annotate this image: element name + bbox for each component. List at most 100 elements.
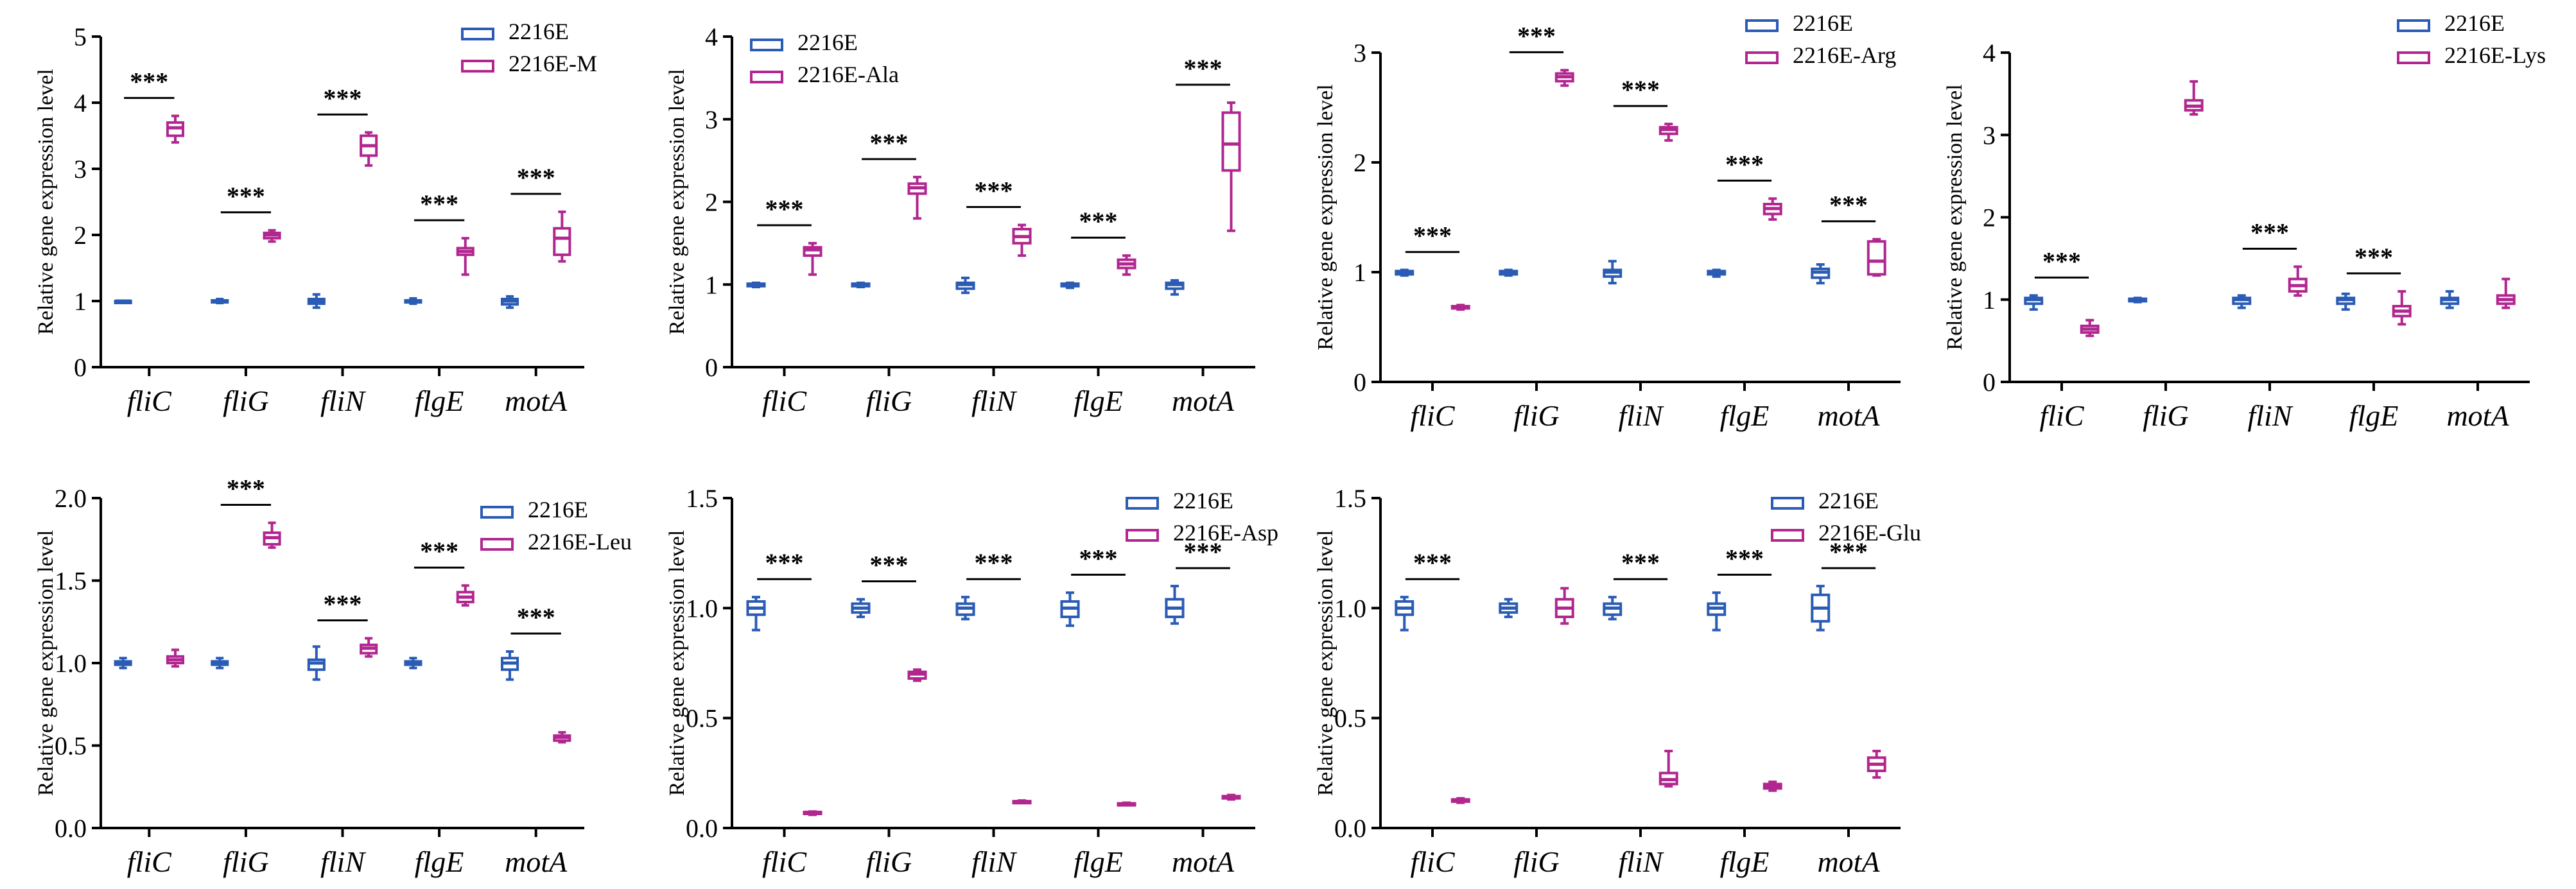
y-tick-label: 4 — [74, 89, 87, 117]
significance-label: *** — [1725, 544, 1764, 573]
x-tick-label: fliC — [762, 845, 807, 878]
legend-swatch — [461, 60, 494, 73]
box-2216E-Arg-motA — [1867, 237, 1886, 277]
legend-swatch — [1126, 529, 1159, 542]
box-2216E-Leu-fliG — [263, 521, 281, 549]
box-2216E-Arg-fliN — [1658, 123, 1678, 142]
box-2216E-M-fliC — [166, 114, 185, 144]
box-2216E-motA — [1811, 585, 1831, 632]
box-2216E-flgE — [1707, 268, 1727, 278]
y-tick-label: 1.0 — [55, 649, 87, 678]
box-2216E-M-fliG — [263, 229, 281, 243]
legend-label: 2216E — [1818, 488, 1879, 514]
box-2216E-Lys-flgE — [2392, 289, 2412, 326]
box-2216E-Ala-fliN — [1012, 223, 1032, 257]
legend-swatch — [1771, 529, 1804, 542]
y-axis-label: Relative gene expression level — [34, 530, 58, 796]
box-2216E-motA — [2440, 289, 2460, 309]
box-2216E-motA — [1165, 279, 1185, 296]
box-2216E-fliG — [2128, 297, 2148, 304]
y-tick-label: 1 — [74, 287, 87, 316]
y-tick-label: 0.5 — [686, 704, 718, 733]
significance-label: *** — [1184, 537, 1223, 566]
box-2216E-fliC — [114, 657, 132, 669]
box-2216E-fliN — [955, 596, 975, 621]
box-2216E-Lys-fliG — [2184, 80, 2204, 116]
x-tick-label: fliG — [1513, 845, 1560, 878]
y-tick-label: 0.0 — [55, 814, 87, 843]
box-2216E-Arg-fliG — [1554, 69, 1574, 87]
x-tick-label: flgE — [1074, 845, 1123, 878]
legend-swatch — [480, 506, 514, 519]
x-tick-label: fliG — [1513, 399, 1560, 432]
legend: 2216E 2216E-Asp — [1126, 488, 1278, 546]
x-tick-label: fliN — [1618, 399, 1664, 432]
box-2216E-fliC — [746, 281, 766, 289]
significance-label: *** — [975, 177, 1013, 205]
x-tick-label: fliC — [127, 384, 172, 417]
significance-label: *** — [420, 189, 458, 218]
significance-label: *** — [975, 548, 1013, 577]
legend-label: 2216E — [509, 19, 569, 44]
legend-swatch — [480, 538, 514, 551]
box-2216E-fliC — [746, 596, 766, 632]
panel-leu: 0.0 0.5 1.0 1.5 2.0 Relative gene expression … — [34, 474, 632, 878]
significance-label: *** — [1829, 537, 1868, 566]
legend-swatch — [1745, 51, 1779, 64]
significance-label: *** — [2042, 246, 2081, 275]
y-tick-label: 1.5 — [686, 484, 718, 513]
y-axis-label: Relative gene expression level — [665, 69, 689, 334]
legend-swatch — [2397, 51, 2430, 64]
significance-label: *** — [765, 194, 804, 223]
box-2216E-fliG — [211, 657, 229, 669]
box-2216E-fliG — [1499, 598, 1519, 619]
y-tick-label: 0 — [1983, 368, 1996, 397]
box-2216E-Glu-flgE — [1762, 781, 1782, 792]
box-2216E-fliG — [1499, 268, 1519, 277]
significance-label: *** — [765, 548, 804, 577]
box-2216E-Ala-motA — [1221, 101, 1241, 232]
y-tick-label: 2 — [74, 221, 87, 250]
box-body — [553, 227, 571, 256]
box-2216E-Leu-fliN — [360, 637, 378, 658]
x-tick-label: flgE — [1074, 384, 1123, 417]
y-tick-label: 1 — [705, 270, 718, 299]
y-tick-label: 3 — [705, 105, 718, 134]
legend-swatch — [461, 28, 494, 40]
box-2216E-motA — [1811, 263, 1831, 285]
y-tick-label: 0 — [705, 353, 718, 382]
box-body — [307, 658, 326, 671]
box-2216E-fliN — [307, 645, 326, 681]
y-axis-label: Relative gene expression level — [1314, 530, 1337, 796]
x-tick-label: fliG — [223, 384, 269, 417]
y-tick-label: 1.5 — [1334, 484, 1366, 513]
significance-label: *** — [517, 603, 555, 632]
x-tick-label: motA — [1817, 845, 1880, 878]
y-tick-label: 2 — [1983, 203, 1996, 232]
x-tick-label: fliC — [2039, 399, 2084, 432]
box-2216E-Leu-fliC — [166, 648, 185, 668]
legend-label: 2216E — [528, 497, 588, 522]
y-axis-label: Relative gene expression level — [665, 530, 689, 796]
box-2216E-Arg-flgE — [1762, 197, 1782, 221]
legend-label: 2216E-M — [509, 51, 597, 76]
box-2216E-Glu-fliC — [1450, 797, 1470, 804]
legend-label: 2216E-Ala — [797, 62, 899, 87]
x-tick-label: fliG — [866, 845, 912, 878]
legend: 2216E 2216E-Leu — [480, 497, 632, 555]
y-tick-label: 3 — [1353, 39, 1366, 67]
box-2216E-fliC — [114, 299, 132, 304]
significance-label: *** — [1413, 548, 1452, 577]
x-tick-label: fliN — [2247, 399, 2293, 432]
box-2216E-flgE — [1060, 591, 1080, 627]
significance-label: *** — [130, 67, 168, 96]
y-tick-label: 1.0 — [686, 594, 718, 623]
box-2216E-Asp-fliC — [803, 810, 822, 816]
legend: 2216E 2216E-M — [461, 19, 597, 76]
x-tick-label: flgE — [1720, 845, 1770, 878]
box-2216E-Leu-motA — [553, 730, 571, 744]
y-tick-label: 1 — [1983, 286, 1996, 315]
box-2216E-Asp-fliG — [907, 668, 927, 682]
box-2216E-fliG — [851, 281, 871, 289]
y-tick-label: 0.0 — [1334, 814, 1366, 843]
